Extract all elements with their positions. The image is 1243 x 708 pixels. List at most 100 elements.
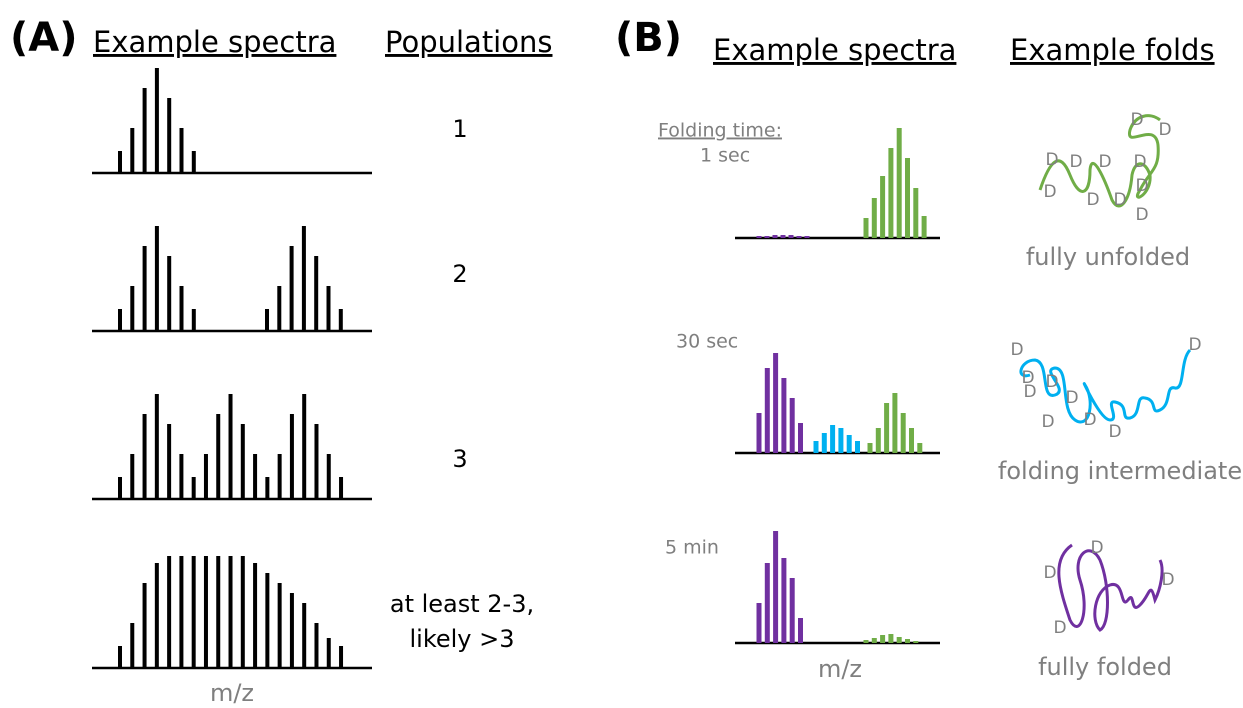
residue-mark: D [1158,120,1171,140]
spectrum-bar [265,573,270,668]
residue-mark: D [1133,152,1146,172]
spectrum-bar [265,309,269,331]
spectrum-bar [909,428,914,453]
residue-mark: D [1010,340,1023,360]
spectrum-bar [154,563,159,668]
spectrum-bar [338,309,343,331]
spectrum-bar [788,235,794,238]
spectrum-bar [167,556,172,668]
heading: Example spectra [93,25,336,59]
spectrum-bar [216,556,221,668]
spectrum-bar [888,148,894,238]
spectrum-bar [191,151,196,173]
spectrum-bar [921,216,927,238]
spectrum-bar [289,593,294,668]
spectrum-bar [855,441,860,453]
spectrum-bar [871,638,877,643]
spectrum-bar [900,413,906,453]
spectrum-bar [888,634,894,643]
panel-label: (A) [10,15,78,61]
spectrum-bar [228,394,233,499]
residue-mark: D [1045,150,1058,170]
spectrum-bar [277,454,282,499]
spectrum-bar [118,309,122,331]
spectrum-bar [339,477,344,499]
spectrum-bar [203,454,208,499]
spectrum-bar [289,246,294,331]
fold-path [1019,348,1192,424]
fold-label: fully folded [1038,653,1172,681]
spectrum-bar [905,639,910,643]
population-count: 2 [452,260,467,288]
residue-mark: D [1045,372,1058,392]
heading: Example folds [1010,33,1215,67]
spectrum-bar [228,556,233,668]
time-label: 1 sec [700,145,750,167]
spectrum-bar [203,556,208,668]
spectrum-bar [867,443,873,453]
spectrum-bar [142,583,147,668]
spectrum-bar [913,641,919,643]
residue-mark: D [1041,412,1054,432]
spectrum-bar [253,563,258,668]
spectrum-bar [191,309,196,331]
residue-mark: D [1098,152,1111,172]
spectrum-bar [838,428,844,453]
spectrum-bar [773,531,779,643]
spectrum-bar [880,176,886,238]
spectrum-bar [154,226,159,331]
residue-mark: D [1108,422,1121,442]
spectrum-bar [764,563,770,643]
residue-mark: D [1069,152,1082,172]
spectrum-bar [301,226,306,331]
fold-label: folding intermediate [998,457,1242,485]
spectrum-bar [289,414,294,499]
time-label: 30 sec [676,331,738,353]
spectrum-bar [880,635,886,643]
spectrum-bar [118,151,122,173]
spectrum-bar [896,128,902,238]
spectrum-bar [179,128,184,173]
spectrum-bar [130,286,135,331]
folding-time-label: Folding time: [658,120,782,142]
spectrum-bar [130,128,135,173]
spectrum-bar [781,378,787,453]
spectrum-bar [179,286,184,331]
spectrum-bar [913,188,919,238]
spectrum-bar [142,246,147,331]
spectrum-bar [789,578,795,643]
spectrum-bar [772,235,778,238]
residue-mark: D [1135,176,1148,196]
spectrum-bar [154,394,159,499]
fold-path [1038,114,1161,208]
spectrum-bar [314,256,319,331]
residue-mark: D [1021,368,1034,388]
spectrum-bar [756,603,762,643]
spectrum-bar [326,454,331,499]
spectrum-bar [130,454,135,499]
residue-mark: D [1053,618,1066,638]
spectrum-bar [191,556,196,668]
spectrum-bar [756,413,762,453]
residue-mark: D [1065,388,1078,408]
spectrum-bar [892,393,898,453]
spectrum-bar [277,583,282,668]
spectrum-bar [314,424,319,499]
spectrum-bar [302,394,307,499]
spectrum-bar [863,218,869,238]
spectrum-bar [326,638,331,668]
fold-label: fully unfolded [1026,243,1190,271]
panel-label: (B) [615,15,682,61]
spectrum-bar [118,477,122,499]
population-count: likely >3 [409,625,514,653]
axis-label: m/z [818,655,862,683]
heading: Populations [385,25,552,59]
spectrum-bar [167,256,172,331]
spectrum-bar [846,435,852,453]
spectrum-bar [154,68,159,173]
spectrum-bar [326,286,331,331]
residue-mark: D [1188,335,1201,355]
spectrum-bar [804,236,810,238]
population-count: 3 [452,445,467,473]
residue-mark: D [1043,182,1056,202]
